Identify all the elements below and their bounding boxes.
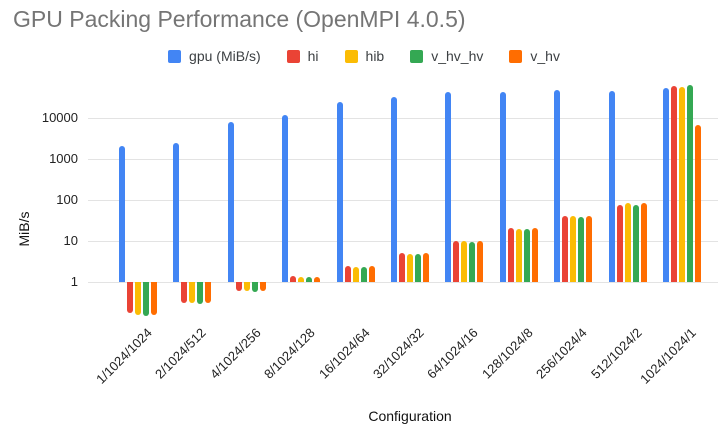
bar-hi-4-1024-256 — [235, 282, 242, 291]
bar-v-hv-hv-16-1024-64 — [360, 267, 367, 282]
bar-v-hv-1024-1024-1 — [695, 125, 701, 282]
bar-v-hv-hv-8-1024-128 — [306, 277, 313, 282]
bar-hi-2-1024-512 — [181, 282, 188, 303]
legend-swatch-icon — [509, 49, 523, 63]
bar-hib-128-1024-8 — [515, 228, 522, 282]
gridline-10000 — [88, 118, 718, 119]
bar-v-hv-hv-256-1024-4 — [578, 216, 585, 282]
bar-v-hv-16-1024-64 — [368, 266, 375, 282]
bar-v-hv-4-1024-256 — [259, 282, 266, 292]
legend-label: hi — [307, 48, 319, 64]
bar-gpu-mib-s--128-1024-8 — [499, 91, 506, 282]
bar-hi-256-1024-4 — [562, 216, 569, 282]
bar-gpu-mib-s--256-1024-4 — [554, 90, 561, 282]
bar-hib-8-1024-128 — [298, 276, 305, 282]
bar-hib-16-1024-64 — [352, 266, 359, 282]
legend-label: gpu (MiB/s) — [189, 48, 261, 64]
bar-v-hv-hv-512-1024-2 — [632, 204, 639, 282]
bar-v-hv-hv-64-1024-16 — [469, 241, 476, 282]
y-tick-label: 10 — [63, 233, 78, 248]
bar-hi-1024-1024-1 — [671, 85, 677, 282]
bar-hi-1-1024-1024 — [127, 282, 133, 313]
bar-hi-128-1024-8 — [507, 227, 514, 282]
bar-hib-64-1024-16 — [461, 241, 468, 282]
legend-swatch-icon — [344, 49, 358, 63]
bar-gpu-mib-s--64-1024-16 — [445, 92, 452, 282]
legend-swatch-icon — [410, 49, 424, 63]
gridline-1 — [88, 282, 718, 283]
x-tick-label: 32/1024/32 — [369, 325, 427, 382]
bar-hi-32-1024-32 — [399, 253, 405, 282]
bar-gpu-mib-s--32-1024-32 — [391, 96, 397, 282]
chart-legend: gpu (MiB/s) hi hib v_hv_hv v_hv — [0, 48, 728, 64]
gridline-1000 — [88, 159, 718, 160]
legend-label: hib — [365, 48, 385, 64]
bar-v-hv-hv-128-1024-8 — [523, 228, 530, 282]
x-tick-label: 16/1024/64 — [315, 325, 373, 382]
bar-v-hv-32-1024-32 — [423, 253, 429, 282]
bar-v-hv-1-1024-1024 — [151, 282, 157, 315]
bar-gpu-mib-s--1-1024-1024 — [119, 145, 125, 282]
bar-hi-64-1024-16 — [453, 241, 460, 282]
bar-v-hv-8-1024-128 — [314, 276, 321, 282]
x-tick-label: 1024/1024/1 — [636, 325, 699, 387]
legend-item-gpu-mib-s-[interactable]: gpu (MiB/s) — [168, 48, 261, 64]
bar-gpu-mib-s--8-1024-128 — [282, 114, 289, 282]
bar-hib-2-1024-512 — [189, 282, 196, 304]
bar-hi-16-1024-64 — [344, 266, 351, 282]
bar-gpu-mib-s--512-1024-2 — [608, 90, 615, 282]
x-tick-label: 8/1024/128 — [261, 325, 318, 382]
y-tick-label: 100 — [56, 192, 78, 207]
x-tick-label: 512/1024/2 — [587, 325, 645, 382]
x-axis-title: Configuration — [368, 408, 452, 424]
x-tick-label: 2/1024/512 — [152, 325, 210, 382]
legend-label: v_hv_hv — [431, 48, 484, 64]
legend-item-hi[interactable]: hi — [286, 48, 319, 64]
chart-title: GPU Packing Performance (OpenMPI 4.0.5) — [13, 6, 466, 32]
bar-hib-1024-1024-1 — [679, 87, 685, 282]
y-tick-label: 1 — [70, 274, 78, 289]
x-tick-label: 64/1024/16 — [424, 325, 482, 382]
gridline-10 — [88, 241, 718, 242]
bar-hib-1-1024-1024 — [135, 282, 141, 315]
x-tick-label: 128/1024/8 — [478, 325, 536, 382]
legend-swatch-icon — [168, 49, 182, 63]
bar-v-hv-hv-1-1024-1024 — [143, 282, 149, 316]
y-tick-label: 10000 — [41, 110, 78, 125]
legend-label: v_hv — [530, 48, 560, 64]
bar-v-hv-64-1024-16 — [477, 241, 484, 282]
bar-v-hv-hv-1024-1024-1 — [687, 85, 693, 282]
bar-v-hv-hv-2-1024-512 — [197, 282, 204, 305]
bar-gpu-mib-s--1024-1024-1 — [663, 87, 669, 282]
x-tick-label: 256/1024/4 — [533, 325, 590, 382]
legend-item-v-hv[interactable]: v_hv — [509, 48, 560, 64]
x-tick-label: 4/1024/256 — [206, 325, 264, 382]
bar-hi-512-1024-2 — [616, 204, 623, 282]
bar-gpu-mib-s--4-1024-256 — [227, 121, 234, 282]
bar-hib-32-1024-32 — [407, 253, 413, 282]
bar-v-hv-2-1024-512 — [205, 282, 212, 303]
bar-v-hv-hv-4-1024-256 — [251, 282, 258, 292]
bar-hi-8-1024-128 — [290, 276, 297, 282]
bar-v-hv-512-1024-2 — [640, 203, 647, 282]
bar-gpu-mib-s--2-1024-512 — [173, 143, 180, 282]
legend-item-hib[interactable]: hib — [344, 48, 385, 64]
legend-item-v-hv-hv[interactable]: v_hv_hv — [410, 48, 483, 64]
bar-hib-256-1024-4 — [570, 216, 577, 282]
bar-hib-4-1024-256 — [243, 282, 250, 292]
gridline-100 — [88, 200, 718, 201]
bar-v-hv-hv-32-1024-32 — [415, 253, 421, 282]
legend-swatch-icon — [286, 49, 300, 63]
bar-gpu-mib-s--16-1024-64 — [336, 102, 343, 282]
bar-v-hv-128-1024-8 — [531, 227, 538, 282]
bar-v-hv-256-1024-4 — [586, 215, 593, 282]
y-tick-label: 1000 — [49, 151, 78, 166]
x-tick-label: 1/1024/1024 — [92, 325, 155, 387]
bar-hib-512-1024-2 — [624, 202, 631, 282]
